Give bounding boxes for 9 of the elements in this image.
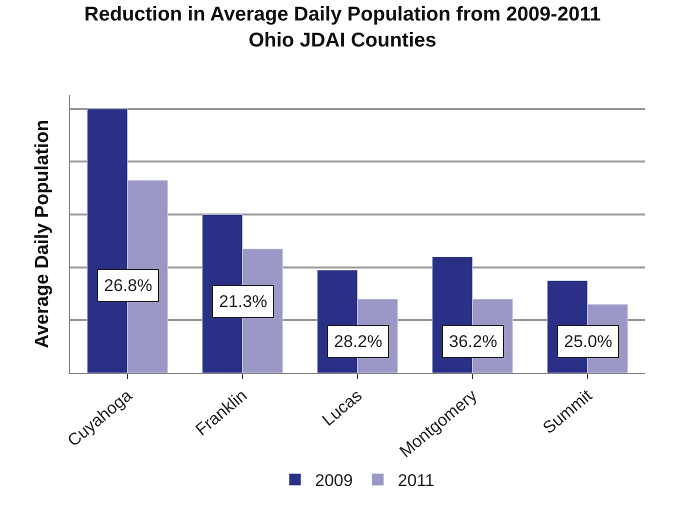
chart-title: Reduction in Average Daily Population from 2009-2011 Ohio JDAI Counties [84,3,601,52]
annotation: 26.8% [104,276,152,295]
legend-label: 2009 [315,471,353,490]
annotation: 28.2% [334,332,382,351]
annotation: 36.2% [449,332,498,351]
legend-label: 2011 [398,471,434,490]
annotation: 25.0% [564,332,612,351]
annotation: 21.3% [219,292,268,311]
y-axis-title: Average Daily Population [32,120,53,348]
